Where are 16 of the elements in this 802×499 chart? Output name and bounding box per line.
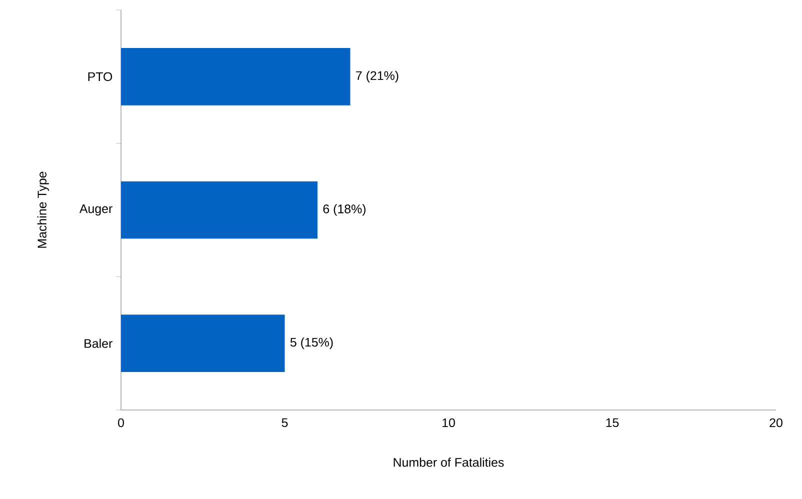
x-tick-label: 5 <box>282 418 288 428</box>
data-label: 5 (15%) <box>290 338 333 350</box>
bar <box>121 181 318 239</box>
y-axis-title: Machine Type <box>37 172 49 248</box>
x-axis-title: Number of Fatalities <box>394 458 504 467</box>
x-tick-label: 20 <box>770 418 782 428</box>
data-label: 6 (18%) <box>323 204 366 216</box>
y-tick-label: Baler <box>84 338 112 348</box>
x-tick-label: 15 <box>606 418 619 428</box>
bar <box>121 314 285 372</box>
data-label: 7 (21%) <box>356 70 398 82</box>
bar <box>121 48 350 106</box>
x-tick-label: 10 <box>442 418 455 428</box>
y-tick-label: PTO <box>88 72 112 82</box>
x-tick-label: 0 <box>118 418 124 428</box>
y-tick-label: Auger <box>79 204 112 216</box>
